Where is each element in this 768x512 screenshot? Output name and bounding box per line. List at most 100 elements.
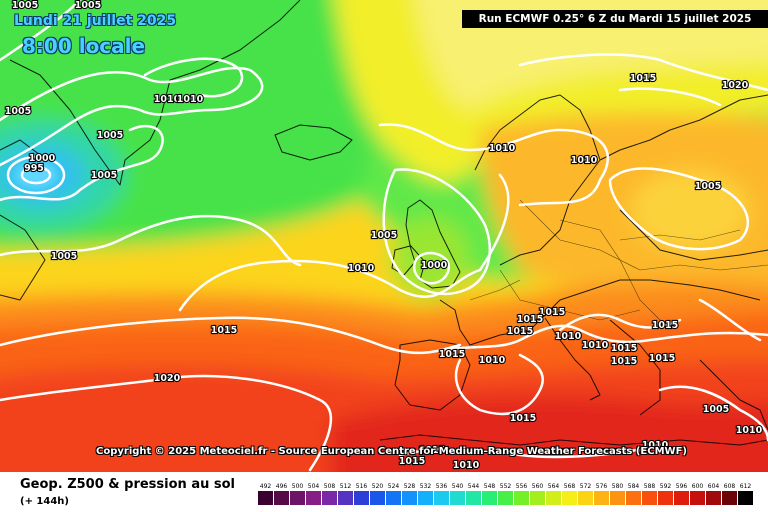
- lead-time: (+ 144h): [20, 496, 69, 507]
- scale-swatch: [658, 491, 673, 505]
- scale-label: 584: [628, 483, 640, 490]
- isobar-label: 1005: [97, 130, 123, 141]
- isobar-label: 995: [24, 163, 44, 174]
- scale-swatch: [386, 491, 401, 505]
- scale-label: 592: [660, 483, 672, 490]
- scale-swatch: [370, 491, 385, 505]
- isobar-label: 1010: [736, 425, 763, 436]
- isobar-label: 1010: [348, 263, 375, 274]
- isobar-label: 1015: [399, 456, 425, 467]
- isobar-label: 1005: [12, 0, 38, 11]
- scale-swatch: [354, 491, 369, 505]
- isobars: [0, 0, 768, 470]
- scale-swatch: [338, 491, 353, 505]
- scale-label: 536: [436, 483, 448, 490]
- color-scale-swatches: [258, 491, 753, 505]
- borders: [469, 199, 768, 321]
- scale-label: 576: [596, 483, 608, 490]
- scale-label: 508: [324, 483, 336, 490]
- scale-label: 560: [532, 483, 544, 490]
- scale-swatch: [482, 491, 497, 505]
- scale-swatch: [674, 491, 689, 505]
- isobar-label: 1015: [539, 307, 565, 318]
- isobar-label: 1005: [75, 0, 101, 11]
- scale-swatch: [434, 491, 449, 505]
- scale-label: 520: [372, 483, 384, 490]
- isobar-label: 1005: [695, 181, 721, 192]
- scale-label: 600: [692, 483, 704, 490]
- scale-label: 572: [580, 483, 592, 490]
- scale-swatch: [466, 491, 481, 505]
- isobar-label: 1020: [722, 80, 749, 91]
- scale-label: 580: [612, 483, 624, 490]
- isobar-label: 1015: [211, 325, 237, 336]
- isobar-label: 1010: [489, 143, 516, 154]
- scale-label: 568: [564, 483, 576, 490]
- isobar-label: 1010: [177, 94, 204, 105]
- run-info-banner: Run ECMWF 0.25° 6 Z du Mardi 15 juillet …: [462, 10, 768, 28]
- scale-label: 564: [548, 483, 560, 490]
- isobar-label: 1005: [5, 106, 31, 117]
- scale-label: 608: [724, 483, 736, 490]
- isobar-label: 1005: [51, 251, 77, 262]
- isobar-label: 1010: [642, 440, 669, 451]
- isobar-labels: 1005 100510101010100510051000995100510051…: [4, 0, 764, 472]
- scale-swatch: [546, 491, 561, 505]
- copyright-notice: Copyright © 2025 Meteociel.fr - Source E…: [96, 446, 687, 457]
- isobar-label: 1015: [510, 413, 536, 424]
- color-scale-legend: 492 496 500 504 508 512 516 520 524 528 532 536 540 5…: [258, 483, 753, 505]
- geopotential-field: [0, 0, 768, 472]
- scale-swatch: [322, 491, 337, 505]
- isobar-label: 1015: [611, 343, 637, 354]
- scale-swatch: [578, 491, 593, 505]
- scale-label: 500: [292, 483, 304, 490]
- scale-label: 528: [404, 483, 416, 490]
- scale-label: 588: [644, 483, 656, 490]
- scale-label: 516: [356, 483, 368, 490]
- isobar-label: 1015: [630, 73, 656, 84]
- scale-swatch: [738, 491, 753, 505]
- scale-swatch: [722, 491, 737, 505]
- isobar-label: 1015: [611, 356, 637, 367]
- scale-label: 612: [740, 483, 752, 490]
- scale-swatch: [562, 491, 577, 505]
- isobar-label: 1015: [649, 353, 675, 364]
- scale-swatch: [450, 491, 465, 505]
- isobar-label: 1010: [154, 94, 181, 105]
- isobar-label: 1015: [507, 326, 533, 337]
- isobar-label: 1000: [29, 153, 56, 164]
- scale-label: 552: [500, 483, 512, 490]
- scale-swatch: [258, 491, 273, 505]
- scale-label: 496: [276, 483, 288, 490]
- scale-label: 596: [676, 483, 688, 490]
- scale-swatch: [530, 491, 545, 505]
- scale-label: 548: [484, 483, 496, 490]
- product-title: Geop. Z500 & pression au sol: [20, 477, 235, 492]
- scale-swatch: [690, 491, 705, 505]
- isobar-label: 1000: [421, 260, 448, 271]
- scale-swatch: [498, 491, 513, 505]
- scale-swatch: [402, 491, 417, 505]
- scale-swatch: [514, 491, 529, 505]
- scale-label: 504: [308, 483, 320, 490]
- low-centre-core: [14, 161, 58, 189]
- scale-swatch: [290, 491, 305, 505]
- isobar-label: 1010: [479, 355, 506, 366]
- scale-swatch: [706, 491, 721, 505]
- isobar-label: 1010: [582, 340, 609, 351]
- scale-swatch: [610, 491, 625, 505]
- isobar-label: 1015: [517, 314, 543, 325]
- valid-time: 8:00 locale: [22, 34, 146, 58]
- isobar-label: 1005: [91, 170, 117, 181]
- scale-label: 540: [452, 483, 464, 490]
- isobar-label: 1015: [652, 320, 678, 331]
- scale-swatch: [418, 491, 433, 505]
- isobar-label: 1020: [154, 373, 181, 384]
- scale-label: 524: [388, 483, 400, 490]
- scale-label: 532: [420, 483, 432, 490]
- isobar-label: 1010: [555, 331, 582, 342]
- isobar-label: 1005: [371, 230, 397, 241]
- scale-label: 512: [340, 483, 352, 490]
- valid-date: Lundi 21 juillet 2025: [14, 13, 177, 29]
